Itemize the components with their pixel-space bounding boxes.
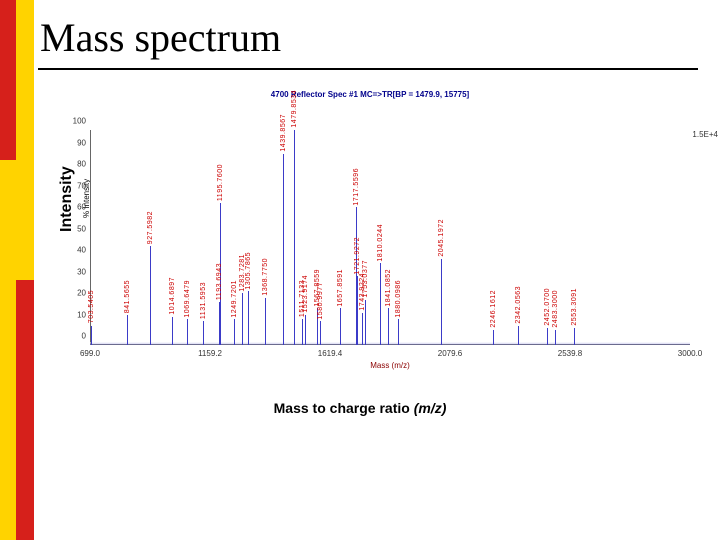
peak [340, 308, 341, 345]
title-underline [38, 68, 698, 70]
spectrum-plot: 1.5E+4 Mass (m/z) 0102030405060708090100… [90, 130, 690, 345]
peak [248, 291, 249, 345]
peak [283, 154, 284, 345]
peak [398, 319, 399, 345]
peak [305, 315, 306, 345]
peak [150, 246, 151, 345]
peak-label: 1721.9272 [354, 237, 361, 275]
x-axis-native-caption: Mass (m/z) [370, 345, 410, 370]
x-axis-label: Mass to charge ratio (m/z) [0, 400, 720, 416]
chart-header: 4700 Reflector Spec #1 MC=>TR[BP = 1479.… [40, 90, 700, 99]
peak-label: 703.5405 [88, 290, 95, 323]
y-tick-label: 30 [77, 267, 90, 276]
peak [388, 308, 389, 345]
intensity-scale-label: 1.5E+4 [692, 130, 718, 139]
sidebar-red-stripe [0, 0, 16, 540]
slide-title: Mass spectrum [40, 14, 281, 61]
peak-label: 1368.7750 [262, 258, 269, 296]
peak [320, 321, 321, 345]
peak-label: 1841.0852 [385, 269, 392, 307]
peak [302, 319, 303, 345]
peak-label: 1523.9174 [302, 275, 309, 313]
slide: Mass spectrum 4700 Reflector Spec #1 MC=… [0, 0, 720, 540]
peak [547, 328, 548, 345]
peak [294, 130, 295, 345]
peak [187, 319, 188, 345]
peak-label: 1657.8591 [337, 269, 344, 307]
peak-label: 1717.5596 [353, 168, 360, 206]
x-tick-label: 699.0 [80, 345, 100, 358]
peak-label: 1880.0986 [395, 280, 402, 318]
peak [362, 313, 363, 345]
peak-label: 1014.6897 [169, 277, 176, 315]
peak-label: 1753.0377 [362, 260, 369, 298]
plot-frame [90, 130, 690, 345]
peak-label: 1810.0244 [377, 224, 384, 262]
y-tick-label: 40 [77, 246, 90, 255]
x-axis-label-mz: (m/z) [414, 400, 447, 416]
y-tick-label: 50 [77, 224, 90, 233]
peak [518, 326, 519, 345]
y-tick-label: 0 [82, 332, 90, 341]
y-tick-label: 70 [77, 181, 90, 190]
x-tick-label: 2539.8 [558, 345, 582, 358]
y-axis-label: Intensity [58, 166, 76, 232]
peak-label: 841.5655 [124, 280, 131, 313]
chart-area: 4700 Reflector Spec #1 MC=>TR[BP = 1479.… [40, 90, 700, 370]
peak [219, 302, 220, 345]
y-tick-label: 100 [73, 117, 90, 126]
x-tick-label: 1619.4 [318, 345, 342, 358]
peak [242, 293, 243, 345]
peak-label: 1069.6479 [184, 280, 191, 318]
x-tick-label: 2079.6 [438, 345, 462, 358]
peak [203, 321, 204, 345]
y-tick-label: 90 [77, 138, 90, 147]
peak-label: 2452.0700 [544, 288, 551, 326]
peak [493, 330, 494, 345]
peak [172, 317, 173, 345]
x-axis-label-text: Mass to charge ratio [274, 400, 414, 416]
peak [380, 263, 381, 345]
peak-label: 1131.5953 [200, 282, 207, 319]
peak-label: 2553.3091 [571, 288, 578, 326]
peak [234, 319, 235, 345]
peak-label: 1439.8567 [280, 114, 287, 152]
peak-label: 2045.1972 [438, 219, 445, 257]
x-tick-label: 3000.0 [678, 345, 702, 358]
peak-label: 2483.3000 [552, 290, 559, 328]
peak-label: 2246.1612 [490, 290, 497, 328]
peak [365, 300, 366, 345]
peak [265, 298, 266, 345]
peak-label: 2342.0563 [515, 286, 522, 324]
y-tick-label: 80 [77, 160, 90, 169]
peak-label: 1249.7201 [231, 280, 238, 318]
peak-label: 1580.9977 [317, 282, 324, 320]
peak-label: 1193.6943 [216, 263, 223, 300]
peak [441, 259, 442, 345]
peak [555, 330, 556, 345]
sidebar-yellow-stripe [16, 0, 34, 540]
y-tick-label: 60 [77, 203, 90, 212]
peak-label: 927.5982 [147, 211, 154, 244]
peak [357, 276, 358, 345]
peak-label: 1195.7600 [217, 164, 224, 201]
peak [127, 315, 128, 345]
peak [91, 326, 92, 345]
x-tick-label: 1159.2 [198, 345, 222, 358]
peak [574, 328, 575, 345]
peak-label: 1305.7865 [245, 252, 252, 290]
peak-label: 1479.8534 [291, 90, 298, 128]
